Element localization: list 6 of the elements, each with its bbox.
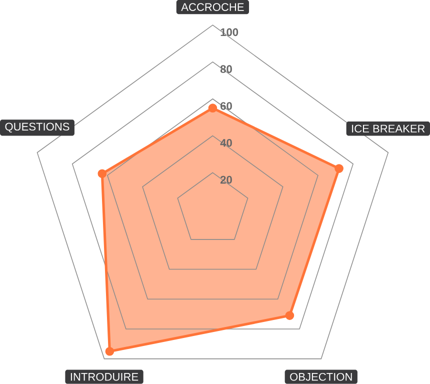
spoke-label: OBJECTION bbox=[290, 373, 352, 381]
y-tick-label: 60 bbox=[220, 102, 232, 110]
spoke-label: QUESTIONS bbox=[5, 122, 70, 133]
spoke-label: ICE BREAKER bbox=[352, 124, 425, 133]
spoke-label: ACCROCHE bbox=[181, 3, 244, 12]
spoke-label: INTRODUIRE bbox=[70, 373, 138, 381]
